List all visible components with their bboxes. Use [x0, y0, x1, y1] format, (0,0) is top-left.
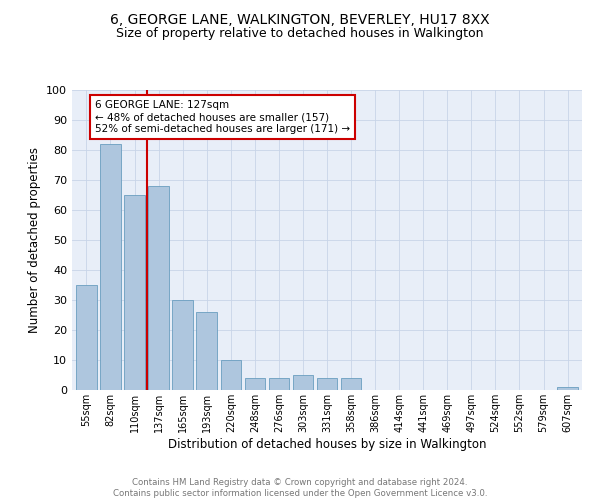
Y-axis label: Number of detached properties: Number of detached properties: [28, 147, 41, 333]
Bar: [341, 378, 361, 390]
Bar: [76, 285, 97, 390]
Bar: [100, 144, 121, 390]
Bar: [172, 300, 193, 390]
Text: Contains HM Land Registry data © Crown copyright and database right 2024.
Contai: Contains HM Land Registry data © Crown c…: [113, 478, 487, 498]
Text: Size of property relative to detached houses in Walkington: Size of property relative to detached ho…: [116, 28, 484, 40]
Bar: [196, 312, 217, 390]
Bar: [245, 378, 265, 390]
Text: 6 GEORGE LANE: 127sqm
← 48% of detached houses are smaller (157)
52% of semi-det: 6 GEORGE LANE: 127sqm ← 48% of detached …: [95, 100, 350, 134]
Bar: [269, 378, 289, 390]
X-axis label: Distribution of detached houses by size in Walkington: Distribution of detached houses by size …: [168, 438, 486, 451]
Text: 6, GEORGE LANE, WALKINGTON, BEVERLEY, HU17 8XX: 6, GEORGE LANE, WALKINGTON, BEVERLEY, HU…: [110, 12, 490, 26]
Bar: [221, 360, 241, 390]
Bar: [293, 375, 313, 390]
Bar: [317, 378, 337, 390]
Bar: [148, 186, 169, 390]
Bar: [557, 387, 578, 390]
Bar: [124, 195, 145, 390]
